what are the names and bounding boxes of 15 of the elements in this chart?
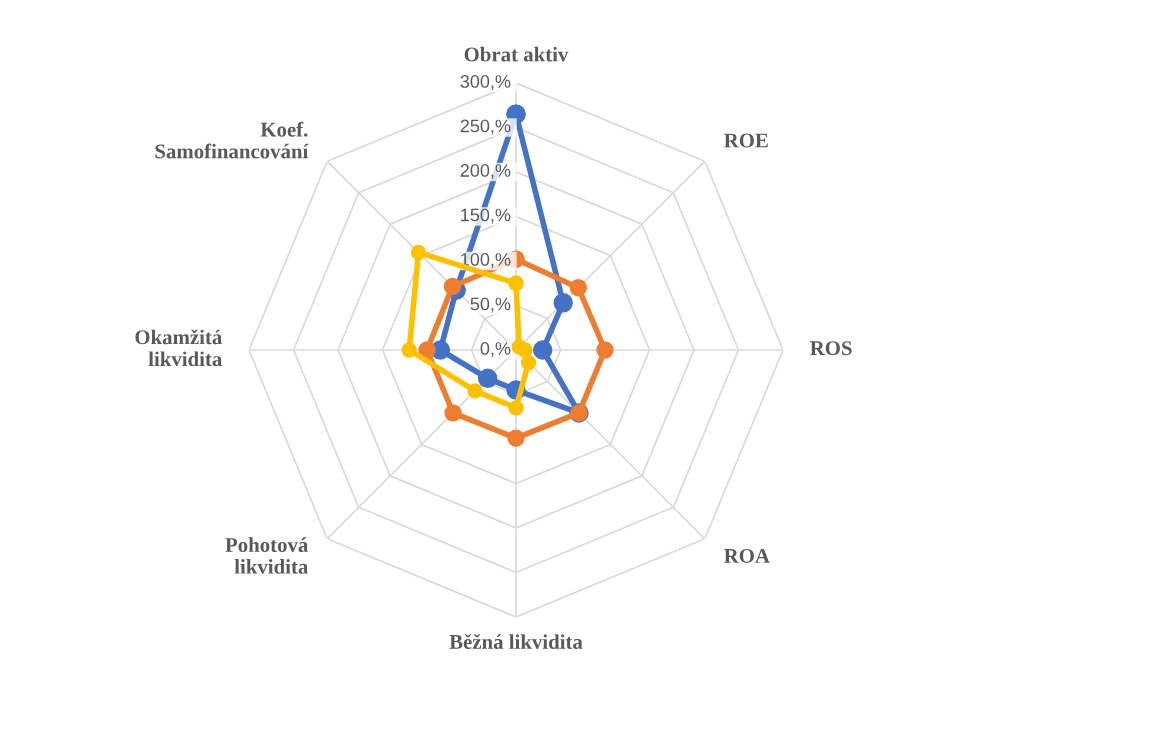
- spoke-label: Obrat aktiv: [464, 46, 569, 62]
- y-tick-label: 0,%: [480, 342, 511, 357]
- y-tick-label: 50,%: [470, 297, 511, 313]
- spoke-label: Koef. Samofinancování: [155, 121, 309, 159]
- y-tick-label: 200,%: [460, 164, 511, 179]
- spoke-label: Pohotová likvidita: [225, 537, 309, 574]
- spoke-label: ROA: [724, 548, 770, 563]
- spoke-label: ROE: [724, 133, 768, 148]
- y-tick-label: 250,%: [460, 119, 511, 135]
- spoke-label: Běžná likvidita: [449, 634, 583, 649]
- spoke-label: Okamžitá likvidita: [135, 329, 222, 367]
- y-tick-label: 300,%: [460, 75, 511, 90]
- spoke-label: ROS: [810, 341, 852, 356]
- y-tick-label: 150,%: [461, 208, 511, 224]
- y-tick-label: 100,%: [461, 253, 511, 268]
